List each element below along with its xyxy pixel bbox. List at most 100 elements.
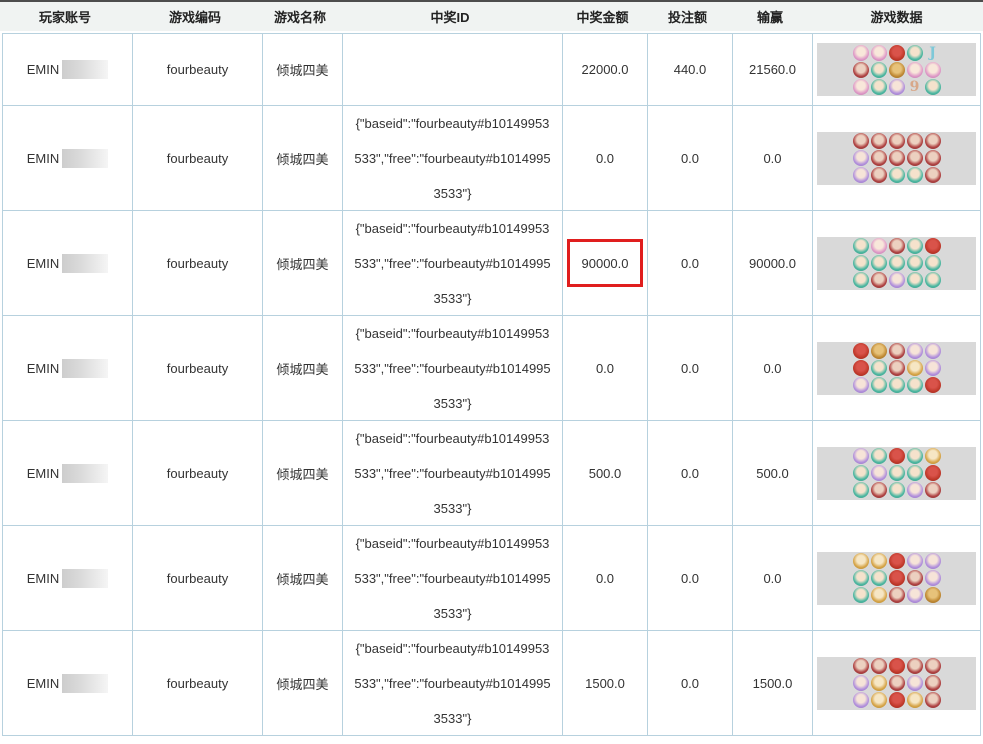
records-table-body: EMIN fourbeauty 倾城四美 22000.0 440.0 21560… xyxy=(2,33,981,736)
win-amount-value: 0.0 xyxy=(595,360,615,376)
slot-symbol-icon xyxy=(852,570,869,586)
win-loss-value: 21560.0 xyxy=(749,62,796,77)
table-row[interactable]: EMIN fourbeauty 倾城四美 22000.0 440.0 21560… xyxy=(3,34,980,106)
game-code-text: fourbeauty xyxy=(166,360,229,376)
win-amount-value: 500.0 xyxy=(588,465,622,481)
bet-amount-value: 0.0 xyxy=(680,255,700,271)
slot-symbol-icon xyxy=(852,553,869,569)
cell-bet-amount: 0.0 xyxy=(648,526,733,630)
slot-symbol-icon xyxy=(870,61,887,78)
cell-player-account: EMIN xyxy=(3,211,133,315)
cell-win-amount: 22000.0 xyxy=(563,34,648,105)
slot-symbol-icon: J xyxy=(929,44,936,61)
cell-win-amount: 90000.0 xyxy=(563,211,648,315)
cell-win-id: {"baseid":"fourbeauty#b10149953533","fre… xyxy=(343,631,563,735)
slot-symbol-icon xyxy=(852,360,869,376)
slot-symbol-icon xyxy=(870,587,887,603)
player-account-text: EMIN xyxy=(26,675,60,691)
game-data-strip xyxy=(817,236,976,290)
redaction-box xyxy=(62,253,109,273)
header-cell-game-data: 游戏数据 xyxy=(870,10,923,25)
cell-game-code: fourbeauty xyxy=(133,421,263,525)
slot-symbol-icon xyxy=(870,465,887,481)
table-row[interactable]: EMIN fourbeauty 倾城四美 {"baseid":"fourbeau… xyxy=(3,421,980,526)
slot-symbol-icon xyxy=(870,658,887,674)
table-row[interactable]: EMIN fourbeauty 倾城四美 {"baseid":"fourbeau… xyxy=(3,106,980,211)
table-row[interactable]: EMIN fourbeauty 倾城四美 {"baseid":"fourbeau… xyxy=(3,211,980,316)
slot-symbol-icon xyxy=(852,78,869,95)
slot-symbol-icon xyxy=(888,675,905,691)
win-amount-value: 22000.0 xyxy=(581,62,629,77)
slot-symbol-icon xyxy=(906,465,923,481)
game-code-text: fourbeauty xyxy=(166,465,229,481)
slot-symbol-icon xyxy=(906,570,923,586)
cell-win-loss: 1500.0 xyxy=(733,631,813,735)
cell-player-account: EMIN xyxy=(3,421,133,525)
slot-symbol-icon xyxy=(906,658,923,674)
slot-symbol-icon xyxy=(906,238,923,254)
cell-game-data xyxy=(813,316,980,420)
cell-win-loss: 90000.0 xyxy=(733,211,813,315)
win-loss-value: 90000.0 xyxy=(749,255,796,271)
cell-win-id: {"baseid":"fourbeauty#b10149953533","fre… xyxy=(343,211,563,315)
cell-bet-amount: 0.0 xyxy=(648,316,733,420)
header-cell-win-id: 中奖ID xyxy=(430,10,470,25)
slot-symbol-icon xyxy=(852,61,869,78)
slot-symbol-icon xyxy=(852,377,869,393)
slot-symbol-icon xyxy=(852,465,869,481)
header-cell-game-name: 游戏名称 xyxy=(273,10,326,25)
slot-symbol-icon xyxy=(924,78,941,95)
cell-game-code: fourbeauty xyxy=(133,526,263,630)
cell-game-code: fourbeauty xyxy=(133,316,263,420)
slot-symbol-icon xyxy=(906,255,923,271)
slot-symbol-icon xyxy=(906,343,923,359)
cell-game-code: fourbeauty xyxy=(133,34,263,105)
cell-game-name: 倾城四美 xyxy=(263,34,343,105)
slot-symbol-icon xyxy=(888,465,905,481)
bet-amount-value: 0.0 xyxy=(680,150,700,166)
slot-symbol-icon xyxy=(852,343,869,359)
symbol-grid xyxy=(852,238,941,288)
cell-game-code: fourbeauty xyxy=(133,631,263,735)
cell-win-amount: 0.0 xyxy=(563,106,648,210)
table-row[interactable]: EMIN fourbeauty 倾城四美 {"baseid":"fourbeau… xyxy=(3,526,980,631)
cell-game-name: 倾城四美 xyxy=(263,211,343,315)
game-name-text: 倾城四美 xyxy=(276,466,329,482)
cell-game-name: 倾城四美 xyxy=(263,631,343,735)
slot-symbol-icon xyxy=(852,167,869,183)
redaction-box xyxy=(62,463,109,483)
table-row[interactable]: EMIN fourbeauty 倾城四美 {"baseid":"fourbeau… xyxy=(3,631,980,736)
cell-player-account: EMIN xyxy=(3,631,133,735)
cell-win-loss: 0.0 xyxy=(733,106,813,210)
bet-amount-value: 0.0 xyxy=(680,570,700,586)
slot-symbol-icon xyxy=(924,167,941,183)
win-loss-value: 1500.0 xyxy=(752,675,793,691)
slot-symbol-icon xyxy=(888,150,905,166)
header-cell-win-loss: 输赢 xyxy=(756,10,783,25)
game-name-text: 倾城四美 xyxy=(276,256,329,272)
slot-symbol-icon xyxy=(906,44,923,61)
player-account-text: EMIN xyxy=(26,255,60,271)
slot-symbol-icon xyxy=(906,61,923,78)
slot-symbol-icon xyxy=(888,238,905,254)
slot-symbol-icon xyxy=(888,78,905,95)
slot-symbol-icon xyxy=(906,167,923,183)
redaction-box xyxy=(62,568,109,588)
slot-symbol-icon xyxy=(870,343,887,359)
cell-player-account: EMIN xyxy=(3,106,133,210)
slot-symbol-icon xyxy=(852,658,869,674)
header-cell-win-amount: 中奖金额 xyxy=(576,10,629,25)
win-loss-value: 500.0 xyxy=(756,465,789,481)
slot-symbol-icon xyxy=(870,570,887,586)
win-loss-value: 0.0 xyxy=(763,570,782,586)
slot-symbol-icon xyxy=(924,570,941,586)
cell-win-loss: 0.0 xyxy=(733,316,813,420)
table-row[interactable]: EMIN fourbeauty 倾城四美 {"baseid":"fourbeau… xyxy=(3,316,980,421)
slot-symbol-icon xyxy=(888,343,905,359)
header-cell-bet-amount: 投注额 xyxy=(667,10,707,25)
cell-game-name: 倾城四美 xyxy=(263,316,343,420)
win-amount-value: 90000.0 xyxy=(567,239,643,287)
game-code-text: fourbeauty xyxy=(166,675,229,691)
win-amount-value: 1500.0 xyxy=(585,675,625,691)
